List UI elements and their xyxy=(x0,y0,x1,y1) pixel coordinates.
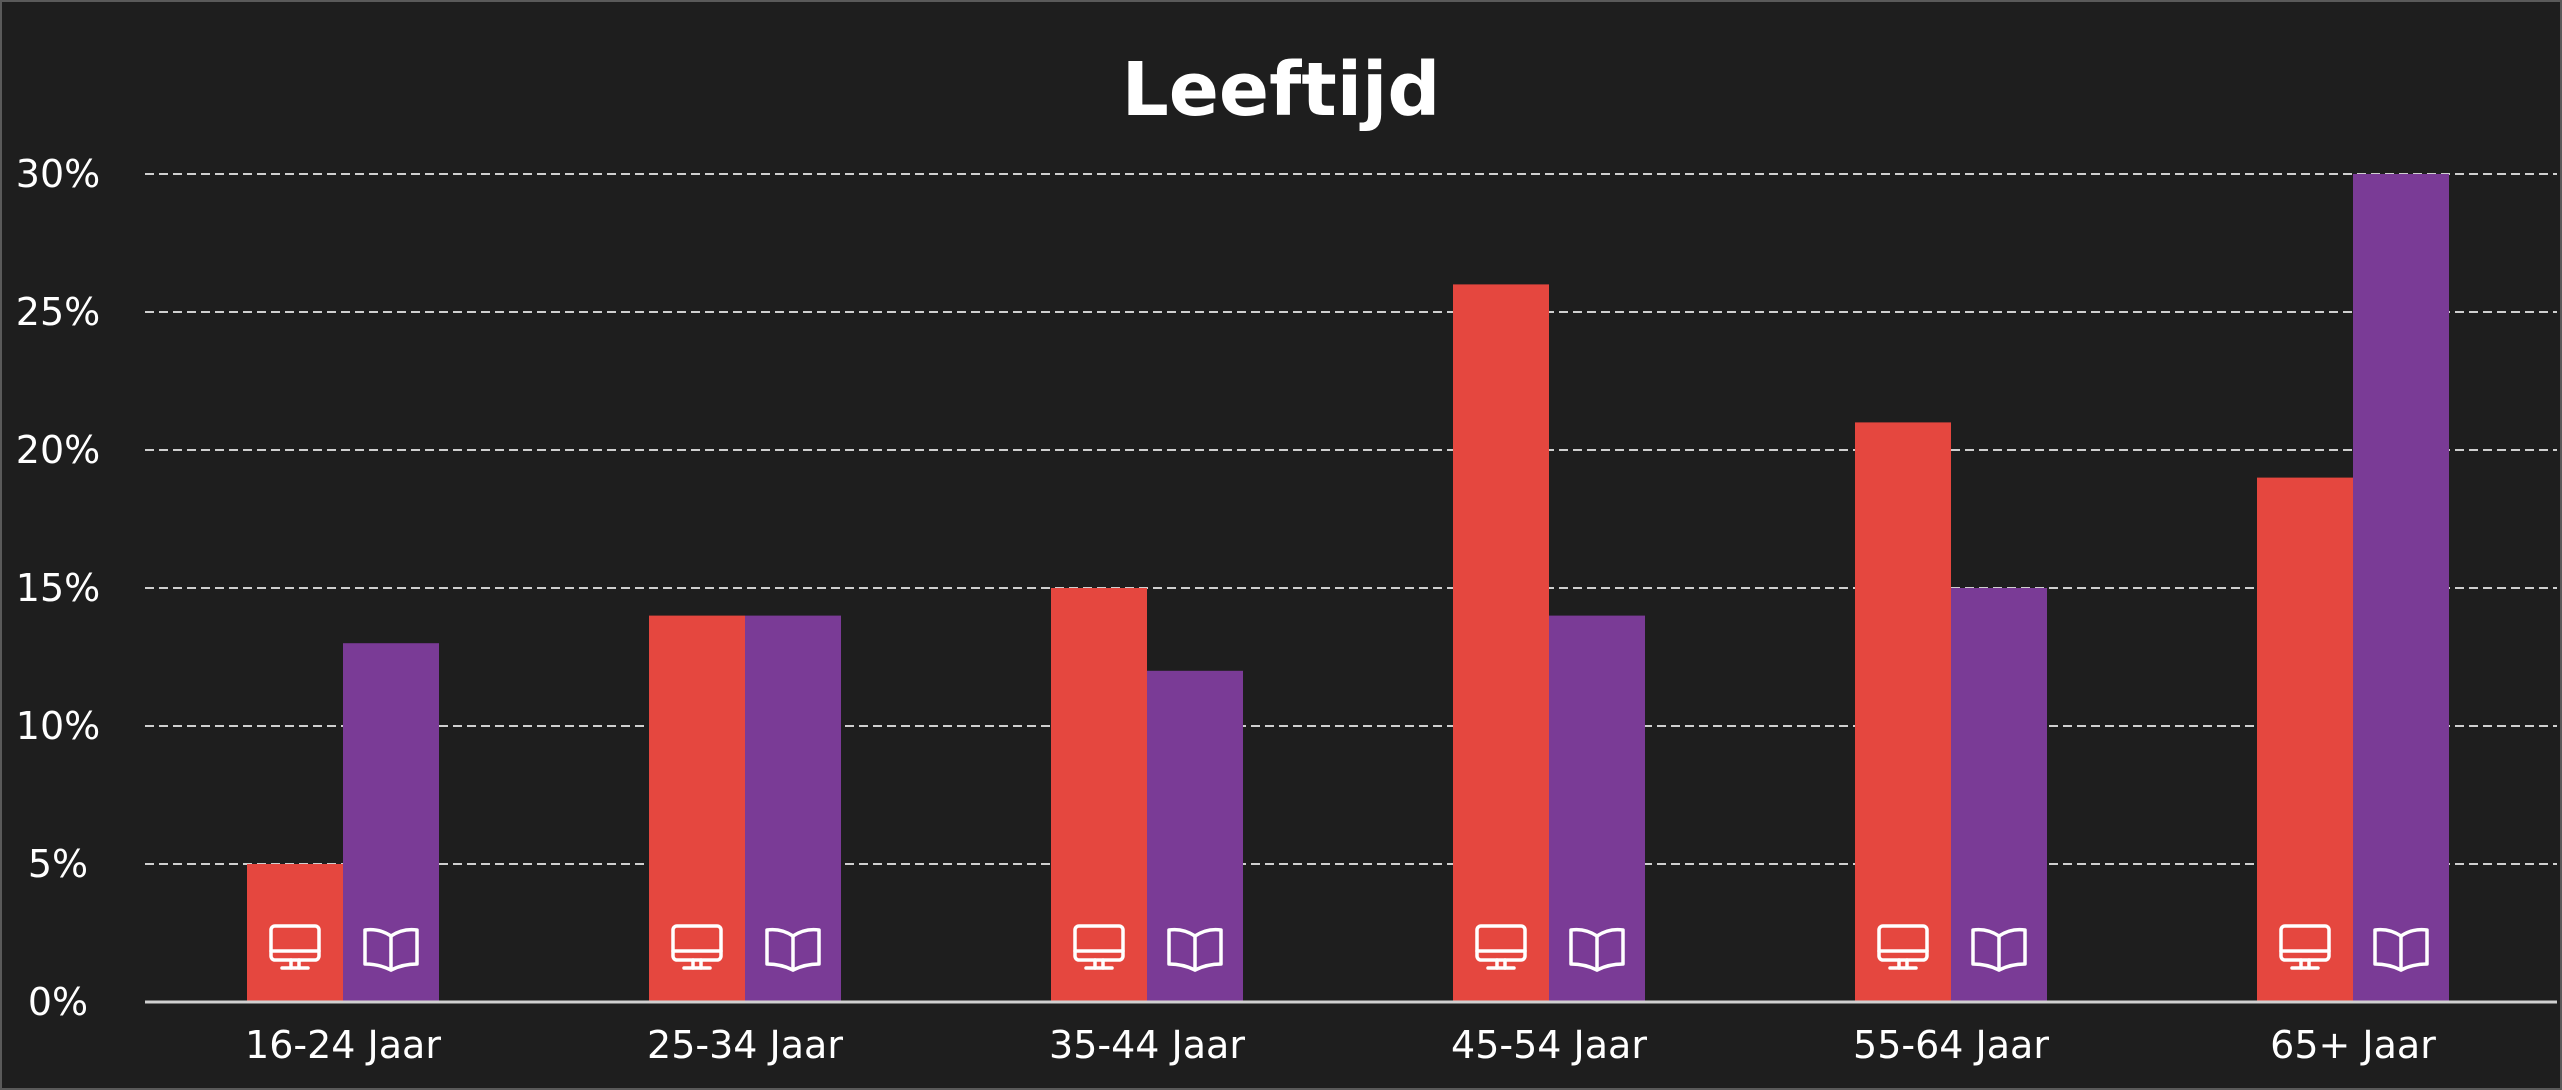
bar-group-item xyxy=(2353,174,2449,1002)
y-tick-label: 0% xyxy=(28,980,88,1024)
bar-group-item xyxy=(1147,670,1243,1002)
bar-group-item xyxy=(247,864,343,1002)
bar-red-65-jaar xyxy=(2257,477,2353,1003)
y-tick-label: 30% xyxy=(16,152,100,196)
x-tick-label: 35-44 Jaar xyxy=(1049,1023,1245,1067)
bar-group-item xyxy=(1549,615,1645,1002)
bar-group-item xyxy=(1951,588,2047,1002)
y-tick-label: 10% xyxy=(16,704,100,748)
book-icon xyxy=(1971,927,2027,972)
bar-group-item xyxy=(1051,588,1147,1002)
book-icon xyxy=(363,927,419,972)
monitor-icon xyxy=(2279,924,2331,970)
x-tick-label: 25-34 Jaar xyxy=(647,1023,843,1067)
y-tick-label: 15% xyxy=(16,566,100,610)
bar-group-item xyxy=(1855,422,1951,1002)
monitor-icon xyxy=(671,924,723,970)
y-tick-label: 5% xyxy=(28,842,88,886)
y-tick-label: 25% xyxy=(16,290,100,334)
monitor-icon xyxy=(1877,924,1929,970)
bar-group-item xyxy=(1453,284,1549,1002)
book-icon xyxy=(1167,927,1223,972)
monitor-icon xyxy=(1475,924,1527,970)
bar-red-16-24-jaar xyxy=(247,864,343,1002)
bar-group-item xyxy=(745,615,841,1002)
chart-title: Leeftijd xyxy=(1122,47,1441,133)
bar-red-45-54-jaar xyxy=(1453,284,1549,1002)
monitor-icon xyxy=(1073,924,1125,970)
book-icon xyxy=(2373,927,2429,972)
bar-red-25-34-jaar xyxy=(649,615,745,1002)
monitor-icon xyxy=(269,924,321,970)
bar-group-item xyxy=(2257,477,2353,1003)
x-tick-label: 55-64 Jaar xyxy=(1853,1023,2049,1067)
book-icon xyxy=(1569,927,1625,972)
bar-red-55-64-jaar xyxy=(1855,422,1951,1002)
bar-group-item xyxy=(649,615,745,1002)
bar-red-35-44-jaar xyxy=(1051,588,1147,1002)
bar-purple-55-64-jaar xyxy=(1951,588,2047,1002)
x-tick-label: 45-54 Jaar xyxy=(1451,1023,1647,1067)
bar-purple-65-jaar xyxy=(2353,174,2449,1002)
x-tick-label: 65+ Jaar xyxy=(2270,1023,2436,1067)
book-icon xyxy=(765,927,821,972)
bar-group-item xyxy=(343,643,439,1002)
x-tick-label: 16-24 Jaar xyxy=(245,1023,441,1067)
y-tick-label: 20% xyxy=(16,428,100,472)
